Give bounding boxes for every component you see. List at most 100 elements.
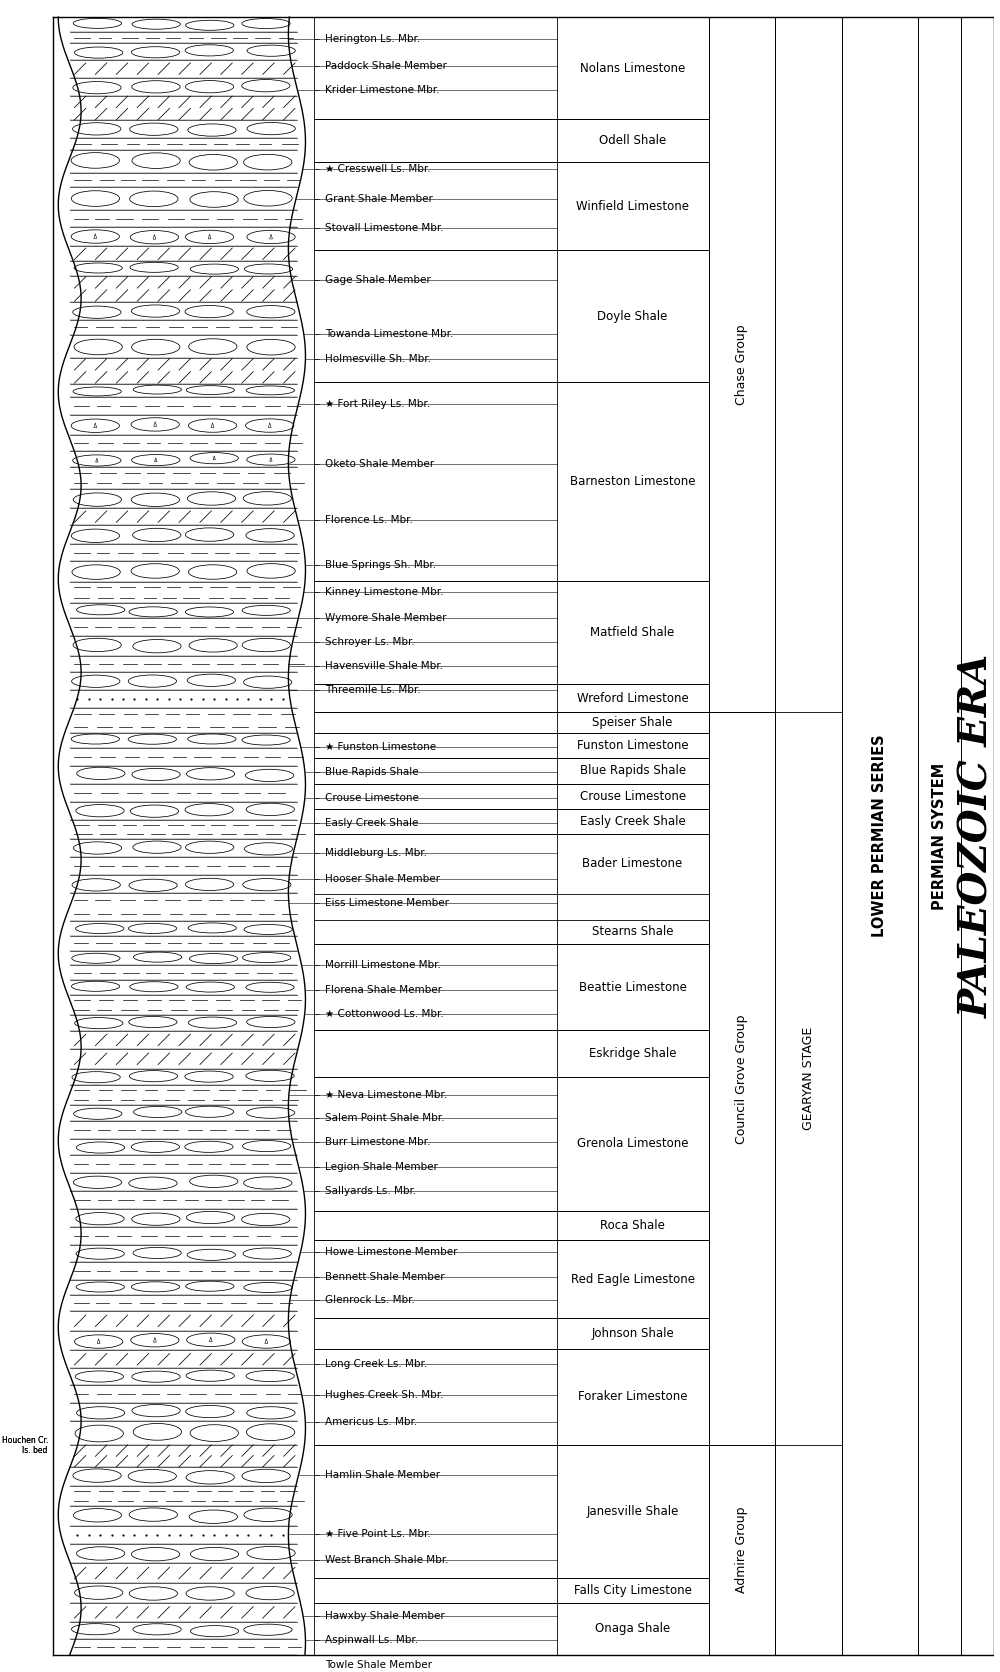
Ellipse shape [133, 385, 181, 395]
Ellipse shape [72, 565, 120, 579]
Ellipse shape [244, 191, 292, 206]
Ellipse shape [242, 639, 290, 652]
Ellipse shape [76, 804, 124, 818]
Ellipse shape [186, 1471, 234, 1485]
Ellipse shape [244, 1177, 292, 1189]
Ellipse shape [186, 1406, 234, 1418]
Ellipse shape [186, 841, 234, 853]
Ellipse shape [187, 492, 236, 505]
Ellipse shape [189, 339, 237, 354]
Ellipse shape [244, 1282, 292, 1292]
Ellipse shape [73, 1508, 122, 1522]
Ellipse shape [76, 1406, 125, 1420]
Ellipse shape [73, 1175, 122, 1189]
Ellipse shape [190, 453, 238, 463]
Text: ★ Five Point Ls. Mbr.: ★ Five Point Ls. Mbr. [325, 1528, 431, 1538]
Ellipse shape [185, 878, 234, 891]
Ellipse shape [247, 1017, 295, 1028]
Ellipse shape [247, 45, 295, 57]
Ellipse shape [131, 1282, 180, 1292]
Ellipse shape [130, 124, 178, 135]
Ellipse shape [132, 80, 180, 94]
Text: Doyle Shale: Doyle Shale [597, 309, 668, 323]
Ellipse shape [73, 455, 121, 466]
Ellipse shape [244, 843, 293, 854]
Ellipse shape [244, 925, 292, 935]
Ellipse shape [75, 1587, 123, 1600]
Text: Matfield Shale: Matfield Shale [590, 625, 675, 639]
Ellipse shape [246, 803, 294, 816]
Ellipse shape [243, 1247, 291, 1259]
Ellipse shape [133, 1247, 181, 1259]
Ellipse shape [242, 1470, 290, 1483]
Ellipse shape [190, 192, 238, 207]
Ellipse shape [190, 264, 238, 274]
Text: Hughes Creek Sh. Mbr.: Hughes Creek Sh. Mbr. [325, 1389, 444, 1399]
Ellipse shape [128, 923, 177, 933]
Ellipse shape [186, 1281, 234, 1291]
Ellipse shape [131, 418, 179, 431]
Ellipse shape [242, 605, 290, 615]
Ellipse shape [244, 154, 292, 171]
Text: Foraker Limestone: Foraker Limestone [578, 1391, 687, 1403]
Ellipse shape [185, 231, 234, 244]
Ellipse shape [245, 769, 294, 781]
Text: Towle Shale Member: Towle Shale Member [325, 1660, 432, 1670]
Ellipse shape [186, 767, 235, 779]
Text: Paddock Shale Member: Paddock Shale Member [325, 62, 447, 72]
Ellipse shape [190, 1547, 239, 1560]
Ellipse shape [186, 386, 234, 395]
Ellipse shape [243, 492, 291, 505]
Ellipse shape [73, 386, 121, 396]
Text: Sallyards Ls. Mbr.: Sallyards Ls. Mbr. [325, 1187, 417, 1197]
Text: Krider Limestone Mbr.: Krider Limestone Mbr. [325, 85, 440, 95]
Text: Speiser Shale: Speiser Shale [592, 716, 673, 729]
Ellipse shape [74, 263, 122, 273]
Ellipse shape [129, 879, 177, 891]
Ellipse shape [247, 306, 295, 318]
Ellipse shape [74, 339, 122, 354]
Text: ★ Cottonwood Ls. Mbr.: ★ Cottonwood Ls. Mbr. [325, 1008, 444, 1018]
Ellipse shape [71, 528, 120, 542]
Ellipse shape [188, 124, 236, 135]
Ellipse shape [185, 80, 234, 94]
Ellipse shape [76, 1212, 124, 1226]
Text: LOWER PERMIAN SERIES: LOWER PERMIAN SERIES [872, 734, 887, 938]
Text: Aspinwall Ls. Mbr.: Aspinwall Ls. Mbr. [325, 1635, 419, 1645]
Ellipse shape [73, 306, 121, 318]
Ellipse shape [188, 1017, 237, 1028]
Ellipse shape [129, 607, 177, 617]
Ellipse shape [73, 843, 122, 854]
Text: Stovall Limestone Mbr.: Stovall Limestone Mbr. [325, 222, 444, 232]
Ellipse shape [131, 304, 180, 318]
Ellipse shape [244, 1624, 292, 1635]
Text: Crouse Limestone: Crouse Limestone [580, 789, 686, 803]
Ellipse shape [132, 455, 180, 466]
Ellipse shape [185, 1142, 233, 1152]
Ellipse shape [186, 1211, 235, 1224]
Text: Bennett Shale Member: Bennett Shale Member [325, 1272, 445, 1281]
Ellipse shape [247, 339, 295, 354]
Ellipse shape [187, 1249, 235, 1261]
Text: Florena Shale Member: Florena Shale Member [325, 985, 442, 995]
Text: ★ Fort Riley Ls. Mbr.: ★ Fort Riley Ls. Mbr. [325, 398, 431, 408]
Ellipse shape [76, 1282, 124, 1292]
Text: Holmesville Sh. Mbr.: Holmesville Sh. Mbr. [325, 354, 431, 364]
Ellipse shape [75, 1425, 123, 1441]
Ellipse shape [130, 981, 178, 991]
Ellipse shape [73, 18, 122, 28]
Ellipse shape [133, 1423, 181, 1440]
Ellipse shape [132, 769, 180, 781]
Ellipse shape [246, 1587, 294, 1600]
Text: Havensville Shale Mbr.: Havensville Shale Mbr. [325, 662, 443, 672]
Ellipse shape [76, 1247, 124, 1259]
Text: Towanda Limestone Mbr.: Towanda Limestone Mbr. [325, 329, 454, 339]
Text: Winfield Limestone: Winfield Limestone [576, 199, 689, 212]
Ellipse shape [247, 122, 295, 135]
Text: Morrill Limestone Mbr.: Morrill Limestone Mbr. [325, 960, 441, 970]
Ellipse shape [189, 639, 237, 652]
Text: Hamlin Shale Member: Hamlin Shale Member [325, 1470, 441, 1480]
Text: Salem Point Shale Mbr.: Salem Point Shale Mbr. [325, 1112, 445, 1122]
Ellipse shape [131, 47, 180, 59]
Ellipse shape [73, 639, 121, 652]
